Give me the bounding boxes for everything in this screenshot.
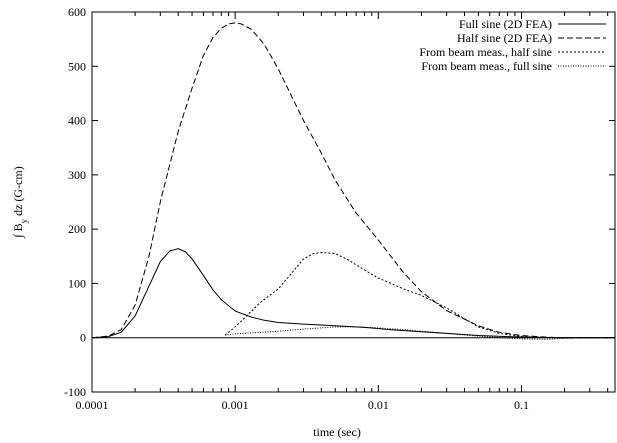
x-tick-label: 0.0001 — [76, 398, 109, 412]
y-axis-label-main: ∫ B — [11, 223, 25, 238]
plot-frame — [91, 11, 616, 393]
y-axis-label-unit: dz (G-cm) — [11, 166, 25, 219]
y-tick-label: -100 — [64, 385, 86, 399]
y-axis-label-subscript: y — [19, 218, 29, 223]
legend-label: From beam meas., half sine — [419, 45, 552, 59]
x-axis-label: time (sec) — [313, 425, 361, 439]
x-tick-label: 0.1 — [514, 398, 529, 412]
series-line-3 — [224, 251, 615, 339]
y-axis-label: ∫ By dz (G-cm) — [11, 166, 29, 238]
series-line-1 — [91, 248, 615, 339]
series-lines — [91, 22, 615, 340]
x-tick-label: 0.001 — [222, 398, 249, 412]
legend: Full sine (2D FEA)Half sine (2D FEA)From… — [419, 17, 606, 73]
y-tick-label: 400 — [68, 114, 86, 128]
y-tick-label: 500 — [68, 59, 86, 73]
y-tick-label: 200 — [68, 222, 86, 236]
legend-label: From beam meas., full sine — [421, 59, 552, 73]
legend-label: Half sine (2D FEA) — [457, 31, 552, 45]
y-tick-label: 300 — [68, 168, 86, 182]
x-tick-label: 0.01 — [368, 398, 389, 412]
series-line-4 — [225, 326, 615, 340]
tick-labels: -100 0 100 200 300 400 500 600 0.0001 0.001 0.01 0.… — [64, 5, 529, 412]
legend-label: Full sine (2D FEA) — [459, 17, 552, 31]
series-line-2 — [91, 22, 615, 339]
y-tick-label: 100 — [68, 276, 86, 290]
y-tick-label: 600 — [68, 5, 86, 19]
y-tick-label: 0 — [80, 331, 86, 345]
